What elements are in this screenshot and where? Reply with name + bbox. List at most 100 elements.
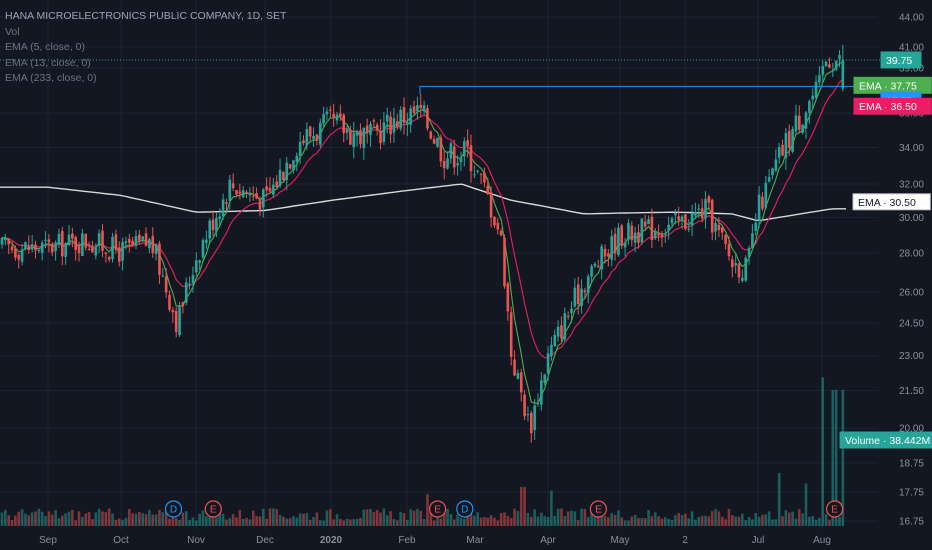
dividend-marker[interactable]: D [164, 500, 183, 518]
candle-body [710, 199, 714, 233]
volume-bar [87, 512, 91, 526]
candle-body [158, 243, 161, 275]
candle-body [285, 162, 289, 181]
last-price-label: 39.75 [880, 51, 922, 69]
earnings-marker[interactable]: E [589, 500, 608, 518]
earnings-marker[interactable]: E [825, 500, 844, 518]
volume-bar [818, 517, 821, 526]
price-lines [0, 59, 888, 95]
volume-bar [751, 519, 754, 526]
volume-bar [34, 511, 37, 526]
candle-body [40, 242, 44, 253]
candle-body [342, 114, 345, 134]
volume-bar [704, 515, 707, 526]
candle-body [670, 218, 674, 224]
candle-body [479, 173, 483, 175]
candle-body [506, 283, 510, 312]
price-tick-label: 30.00 [899, 213, 924, 224]
volume-bar [546, 516, 550, 526]
volume-bar [486, 517, 490, 526]
time-axis[interactable]: Sep Oct Nov Dec 2020 Feb Mar Apr May 2 Jul Aug [39, 535, 831, 546]
candle-body [523, 394, 526, 417]
volume-bar [81, 516, 84, 526]
volume-bar [221, 513, 225, 526]
candle-body [801, 124, 804, 133]
candle-body [436, 137, 439, 147]
candle-body [473, 174, 476, 176]
volume-bar [496, 520, 500, 526]
candle-body [385, 114, 389, 122]
candle-body [0, 237, 4, 245]
candle-body [680, 216, 684, 220]
volume-bar [355, 518, 359, 526]
event-marker-circle [456, 500, 474, 518]
volume-bar [412, 510, 416, 526]
candle-body [17, 254, 21, 260]
candle-body [268, 187, 272, 192]
volume-bar [372, 512, 376, 526]
time-tick-label: Sep [39, 535, 57, 546]
candle-body [369, 123, 372, 136]
volume-bar [586, 517, 590, 526]
volume-bar [687, 518, 691, 526]
candle-body [643, 221, 647, 227]
volume-bar [285, 518, 289, 526]
volume-bar [432, 520, 436, 526]
event-marker-letter: D [461, 505, 468, 516]
candle-body [282, 171, 285, 180]
candle-body [335, 114, 339, 121]
volume-bar [643, 518, 647, 526]
volume-bar [107, 508, 111, 526]
volume-bar [717, 511, 721, 526]
candle-body [469, 145, 473, 172]
volume-bar [131, 513, 134, 526]
volume-bar [798, 509, 801, 526]
volume-bar [593, 516, 597, 526]
candle-body [804, 112, 808, 129]
volume-bar [208, 508, 211, 526]
volume-bar [446, 508, 449, 526]
volume-bar [27, 515, 31, 526]
volume-bar [710, 511, 714, 526]
candle-body [556, 326, 560, 337]
volume-bar [674, 515, 677, 526]
volume-bar [30, 512, 34, 526]
candle-body [339, 113, 342, 117]
candle-body [77, 246, 81, 254]
candle-body [597, 265, 600, 268]
volume-bar [128, 509, 131, 526]
candle-body [198, 260, 201, 263]
candle-body [61, 231, 64, 257]
volume-bar [767, 511, 771, 526]
candle-body [67, 234, 71, 245]
candle-body [731, 259, 734, 268]
volume-bar [318, 520, 322, 526]
candle-body [757, 194, 761, 221]
ema233-price-label-box [852, 193, 931, 211]
candle-body [640, 218, 644, 243]
volume-bar [523, 487, 526, 526]
candle-body [667, 224, 670, 231]
candle-body [573, 287, 577, 307]
volume-bar [831, 389, 835, 526]
candle-body [818, 75, 821, 83]
volume-bar [218, 511, 222, 526]
candle-body [580, 288, 583, 306]
price-tick-label: 16.75 [899, 517, 924, 528]
earnings-marker[interactable]: E [204, 500, 222, 518]
volume-bar [764, 514, 768, 526]
earnings-marker[interactable]: E [429, 500, 447, 518]
candle-body [30, 244, 34, 250]
candle-body [633, 232, 637, 243]
candle-body [84, 233, 88, 248]
candle-body [714, 222, 717, 232]
dividend-marker[interactable]: D [456, 500, 474, 518]
candle-body [184, 282, 188, 303]
candle-body [144, 233, 148, 246]
candle-body [134, 236, 138, 246]
volume-bar [513, 508, 516, 526]
candlesticks [0, 44, 845, 443]
volume-bar [409, 509, 412, 526]
